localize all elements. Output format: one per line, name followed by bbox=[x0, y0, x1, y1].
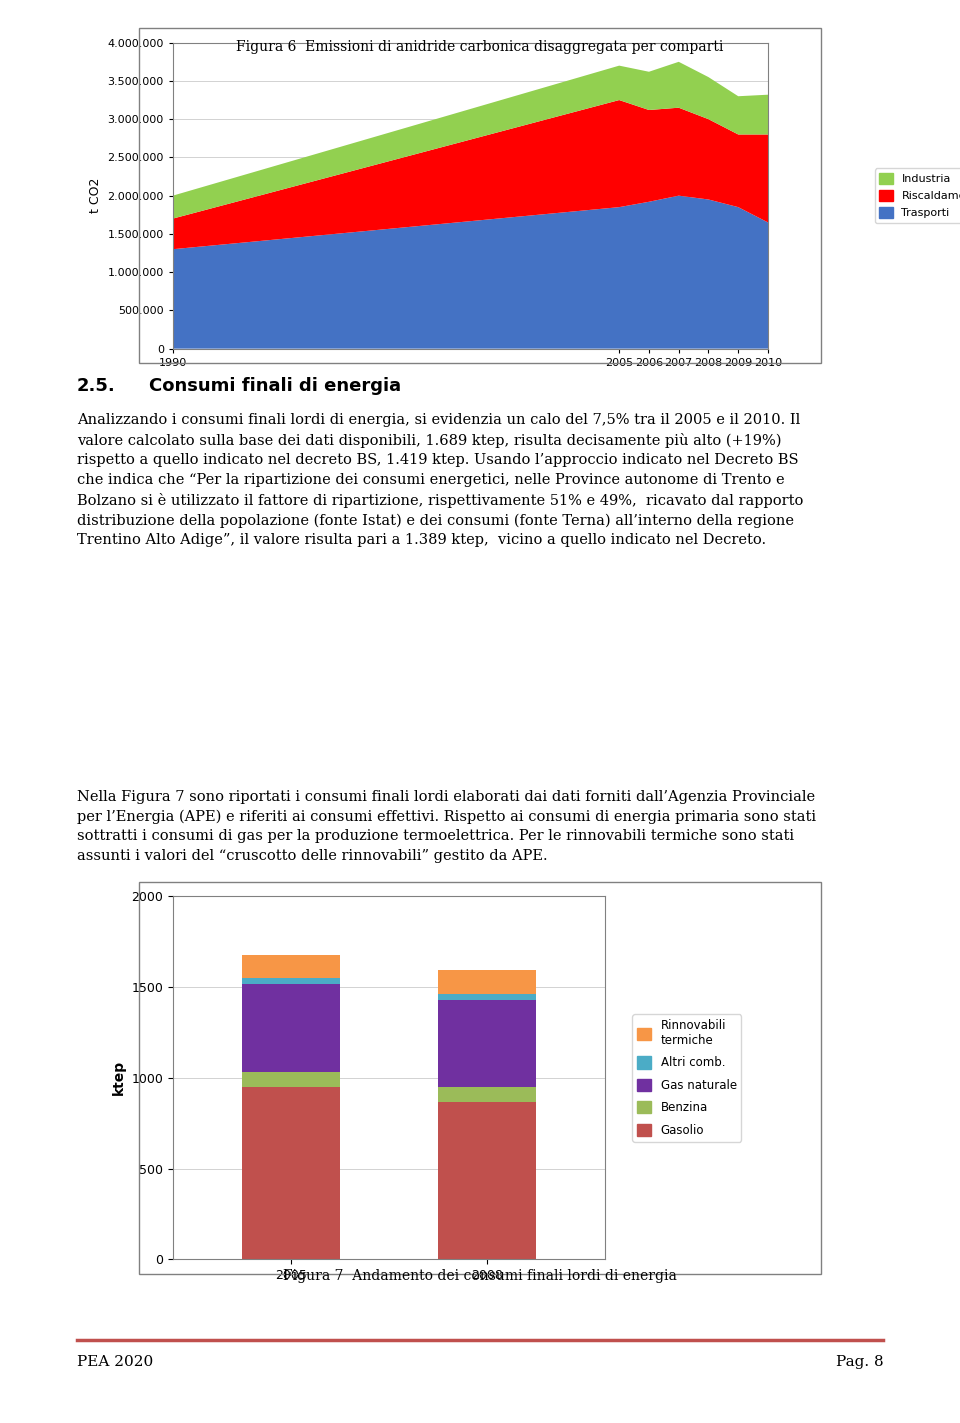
Y-axis label: t CO2: t CO2 bbox=[89, 178, 102, 213]
Text: Pag. 8: Pag. 8 bbox=[835, 1355, 883, 1369]
Text: Nella Figura 7 sono riportati i consumi finali lordi elaborati dai dati forniti : Nella Figura 7 sono riportati i consumi … bbox=[77, 790, 816, 862]
Text: Consumi finali di energia: Consumi finali di energia bbox=[149, 377, 401, 396]
Bar bbox=[242, 978, 340, 983]
Text: Figura 7  Andamento dei consumi finali lordi di energia: Figura 7 Andamento dei consumi finali lo… bbox=[283, 1269, 677, 1284]
Bar bbox=[438, 1000, 536, 1087]
Bar bbox=[438, 993, 536, 1000]
Bar bbox=[438, 1087, 536, 1101]
Text: 2.5.: 2.5. bbox=[77, 377, 115, 396]
Bar bbox=[242, 955, 340, 978]
Bar bbox=[242, 1087, 340, 1259]
Bar bbox=[438, 1101, 536, 1259]
Legend: Rinnovabili
termiche, Altri comb., Gas naturale, Benzina, Gasolio: Rinnovabili termiche, Altri comb., Gas n… bbox=[633, 1015, 741, 1141]
Legend: Industria, Riscaldamento, Trasporti: Industria, Riscaldamento, Trasporti bbox=[875, 168, 960, 223]
Bar bbox=[242, 983, 340, 1073]
Y-axis label: ktep: ktep bbox=[111, 1060, 126, 1096]
Bar bbox=[242, 1073, 340, 1087]
Bar bbox=[438, 970, 536, 993]
Text: Analizzando i consumi finali lordi di energia, si evidenzia un calo del 7,5% tra: Analizzando i consumi finali lordi di en… bbox=[77, 413, 804, 548]
Text: PEA 2020: PEA 2020 bbox=[77, 1355, 153, 1369]
Text: Figura 6  Emissioni di anidride carbonica disaggregata per comparti: Figura 6 Emissioni di anidride carbonica… bbox=[236, 40, 724, 54]
